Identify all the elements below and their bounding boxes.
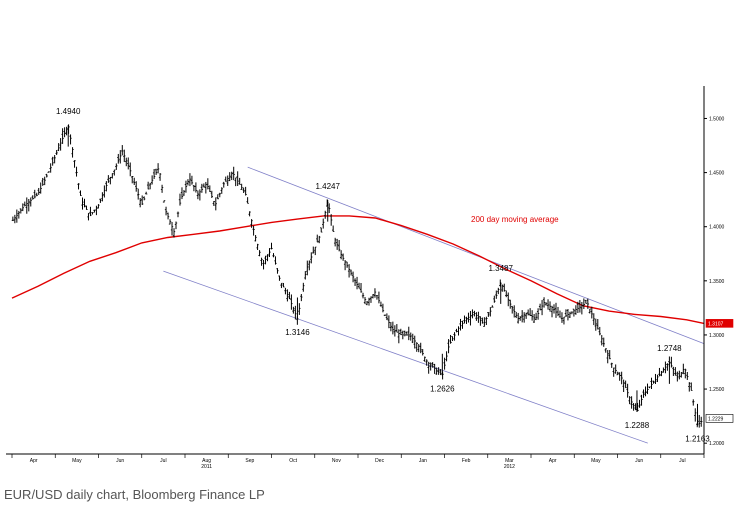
- x-tick-label: Nov: [332, 458, 341, 464]
- moving-average: [11, 215, 705, 325]
- last-price-label: 1.2229: [708, 416, 724, 422]
- y-tick-label: 1.2000: [709, 441, 725, 447]
- x-tick-label: Oct: [289, 458, 297, 464]
- x-tick-label: Jul: [160, 458, 166, 464]
- x-tick-label: Jun: [116, 458, 124, 464]
- price-annotations: 1.4940 1.4247 1.3146 1.3487 1.2626 1.2748 1.22…: [56, 107, 710, 444]
- price-annotation: 1.4940: [56, 107, 81, 116]
- price-annotation: 1.2288: [625, 421, 650, 430]
- price-annotation: 1.2748: [657, 344, 682, 353]
- y-tick-label: 1.4000: [709, 225, 725, 231]
- x-tick-label: Mar: [505, 458, 514, 464]
- x-tick-label: Jul: [679, 458, 685, 464]
- y-tick-label: 1.4500: [709, 171, 725, 177]
- channel-lower-line: [163, 270, 648, 444]
- price-annotation: 1.2626: [430, 384, 455, 393]
- chart-caption: EUR/USD daily chart, Bloomberg Finance L…: [4, 487, 265, 502]
- trend-channel: [163, 166, 705, 444]
- moving-average-label: 200 day moving average: [471, 215, 559, 224]
- axes: 1.5000 1.4500 1.4000 1.3500 1.3000 1.2500 1.20…: [6, 86, 734, 470]
- last-ma-label: 1.3107: [708, 321, 724, 327]
- x-tick-label: Sep: [245, 458, 254, 464]
- x-tick-label: Jun: [635, 458, 643, 464]
- x-tick-label: Jan: [419, 458, 427, 464]
- x-tick-label: Apr: [30, 458, 38, 464]
- price-bars: [11, 124, 703, 428]
- moving-average-line: [11, 215, 705, 325]
- eurusd-chart: 1.4940 1.4247 1.3146 1.3487 1.2626 1.2748 1.22…: [6, 86, 734, 470]
- last-ma-box: [705, 319, 734, 328]
- y-tick-label: 1.3500: [709, 279, 725, 285]
- x-tick-label: Dec: [375, 458, 384, 464]
- x-year-label: 2011: [201, 464, 212, 470]
- price-annotation: 1.3487: [488, 264, 513, 273]
- x-tick-label: Aug: [202, 458, 211, 464]
- y-tick-label: 1.2500: [709, 387, 725, 393]
- y-tick-label: 1.5000: [709, 116, 725, 122]
- y-tick-label: 1.3000: [709, 333, 725, 339]
- x-year-label: 2012: [504, 464, 515, 470]
- last-price-box: [705, 414, 734, 423]
- price-annotation: 1.2163: [685, 435, 710, 444]
- x-tick-label: Apr: [549, 458, 557, 464]
- x-tick-label: Feb: [462, 458, 471, 464]
- x-tick-label: May: [72, 458, 82, 464]
- price-annotation: 1.4247: [315, 182, 340, 191]
- x-tick-label: May: [591, 458, 601, 464]
- channel-upper-line: [247, 166, 705, 344]
- price-annotation: 1.3146: [285, 328, 310, 337]
